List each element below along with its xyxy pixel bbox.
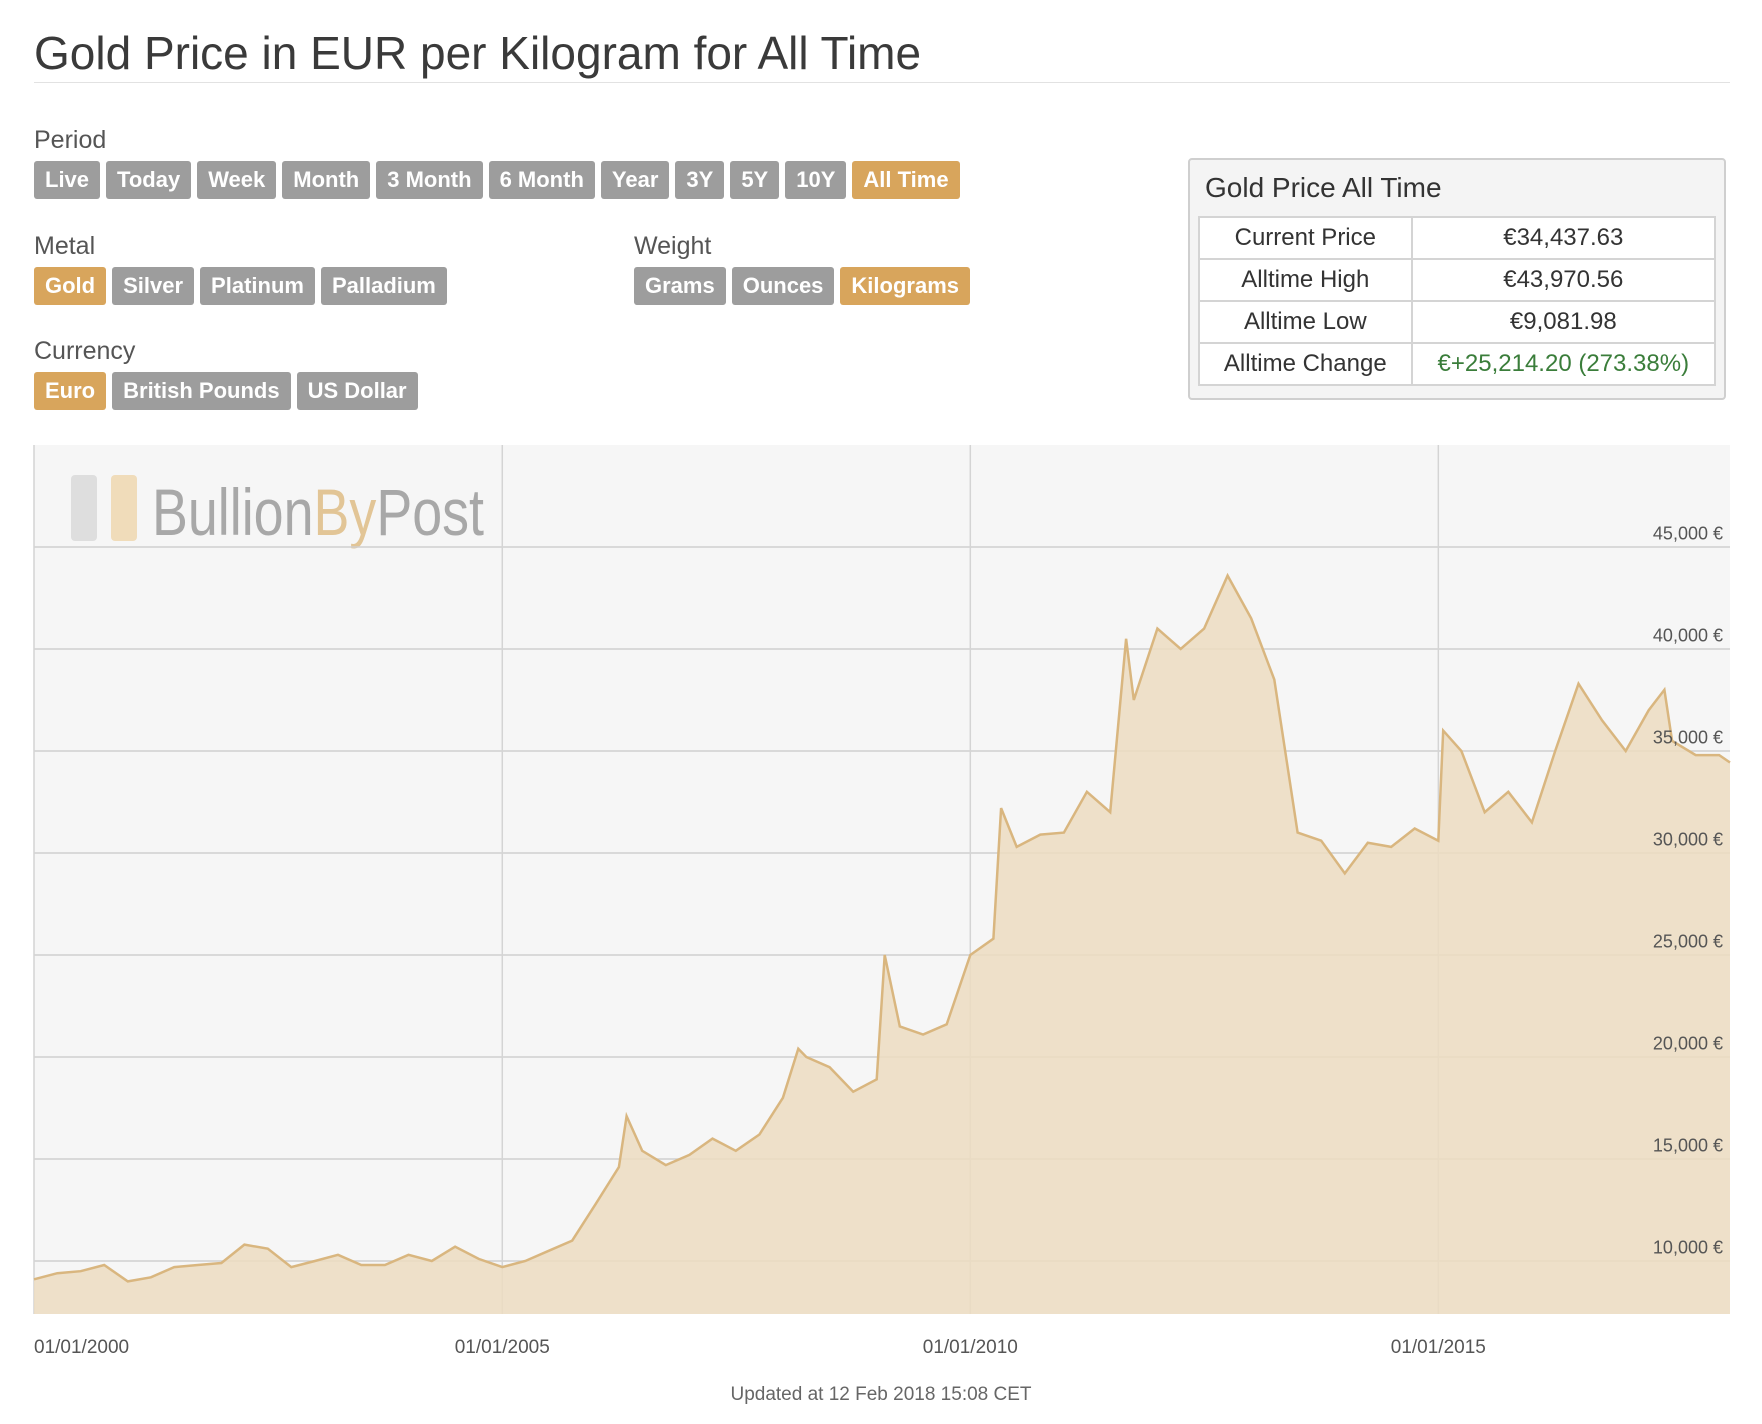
weight-group: Weight Grams Ounces Kilograms — [634, 232, 971, 305]
y-tick-label: 25,000 € — [1653, 932, 1723, 952]
watermark-bar — [111, 475, 137, 541]
option-button[interactable]: 10Y — [785, 161, 847, 199]
option-button[interactable]: 5Y — [730, 161, 780, 199]
option-button[interactable]: Palladium — [320, 267, 447, 305]
summary-value: €+25,214.20 (273.38%) — [1410, 342, 1717, 386]
summary-value: €43,970.56 — [1410, 258, 1717, 302]
summary-table: Current Price €34,437.63 Alltime High €43,9… — [1198, 216, 1717, 386]
watermark-bar — [71, 475, 97, 541]
option-button[interactable]: 6 Month — [488, 161, 595, 199]
x-tick-label: 01/01/2000 — [34, 1337, 129, 1358]
summary-row: Alltime Low €9,081.98 — [1198, 300, 1717, 344]
option-button[interactable]: All Time — [852, 161, 960, 199]
summary-box: Gold Price All Time Current Price €34,437… — [1188, 158, 1726, 400]
watermark-part: By — [314, 475, 377, 549]
option-button[interactable]: Week — [197, 161, 277, 199]
option-button[interactable]: Month — [282, 161, 371, 199]
y-tick-label: 15,000 € — [1653, 1136, 1723, 1156]
option-button[interactable]: Ounces — [731, 267, 835, 305]
x-tick-label: 01/01/2005 — [455, 1337, 550, 1358]
y-tick-label: 10,000 € — [1653, 1238, 1723, 1258]
line — [33, 572, 1731, 1283]
option-button[interactable]: 3Y — [675, 161, 725, 199]
option-button[interactable]: Year — [600, 161, 670, 199]
option-button[interactable]: US Dollar — [296, 372, 418, 410]
button-row: Euro British Pounds US Dollar — [34, 372, 418, 410]
y-tick-label: 35,000 € — [1653, 728, 1723, 748]
summary-row: Alltime Change €+25,214.20 (273.38%) — [1198, 342, 1717, 386]
summary-value: €9,081.98 — [1410, 300, 1717, 344]
metal-group: Metal Gold Silver Platinum Palladium — [34, 232, 447, 305]
button-row: Grams Ounces Kilograms — [634, 267, 971, 305]
group-label: Period — [34, 126, 107, 154]
summary-label: Alltime High — [1198, 258, 1413, 302]
page-title: Gold Price in EUR per Kilogram for All T… — [34, 27, 922, 79]
group-label: Currency — [34, 337, 136, 365]
watermark-part: Post — [376, 475, 484, 549]
option-button[interactable]: Platinum — [200, 267, 315, 305]
option-button[interactable]: Euro — [34, 372, 107, 410]
area — [34, 575, 1730, 1314]
y-tick-label: 45,000 € — [1653, 524, 1723, 544]
watermark-part: Bullion — [152, 475, 314, 549]
option-button[interactable]: Live — [34, 161, 101, 199]
updated-note: Updated at 12 Feb 2018 15:08 CET — [730, 1384, 1032, 1405]
currency-group: Currency Euro British Pounds US Dollar — [34, 337, 418, 410]
summary-value: €34,437.63 — [1410, 216, 1717, 260]
x-tick-label: 01/01/2015 — [1391, 1337, 1486, 1358]
option-button[interactable]: Silver — [112, 267, 195, 305]
title-rule — [34, 82, 1730, 83]
period-group: Period Live Today Week Month 3 Month 6 Month Ye… — [34, 126, 960, 199]
summary-label: Alltime Low — [1198, 300, 1413, 344]
watermark: BullionByPost — [152, 475, 484, 549]
option-button[interactable]: 3 Month — [376, 161, 483, 199]
button-row: Gold Silver Platinum Palladium — [34, 267, 447, 305]
y-tick-label: 40,000 € — [1653, 626, 1723, 646]
group-label: Weight — [634, 232, 712, 260]
option-button[interactable]: Grams — [634, 267, 726, 305]
group-label: Metal — [34, 232, 96, 260]
x-tick-label: 01/01/2010 — [923, 1337, 1018, 1358]
option-button[interactable]: Gold — [34, 267, 107, 305]
option-button[interactable]: British Pounds — [112, 372, 291, 410]
y-tick-label: 30,000 € — [1653, 830, 1723, 850]
summary-title: Gold Price All Time — [1205, 172, 1442, 203]
summary-label: Current Price — [1198, 216, 1413, 260]
button-row: Live Today Week Month 3 Month 6 Month Year 3Y 5Y… — [34, 161, 960, 199]
y-tick-label: 20,000 € — [1653, 1034, 1723, 1054]
summary-row: Alltime High €43,970.56 — [1198, 258, 1717, 302]
option-button[interactable]: Today — [106, 161, 192, 199]
summary-row: Current Price €34,437.63 — [1198, 216, 1717, 260]
summary-label: Alltime Change — [1198, 342, 1413, 386]
option-button[interactable]: Kilograms — [840, 267, 971, 305]
